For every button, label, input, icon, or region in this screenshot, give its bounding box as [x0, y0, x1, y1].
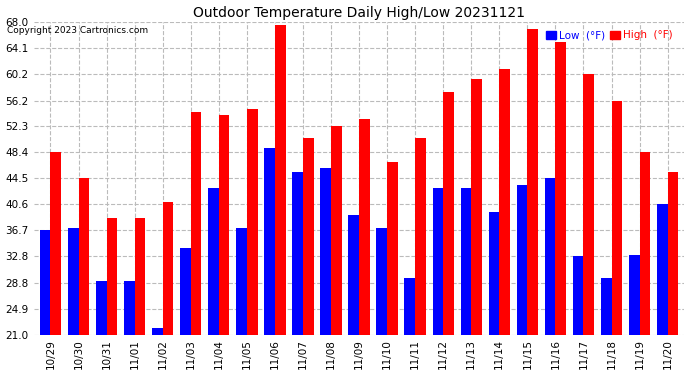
Bar — [433, 188, 443, 334]
Bar — [657, 204, 668, 334]
Bar — [640, 152, 650, 334]
Bar — [152, 328, 163, 334]
Bar — [500, 69, 510, 334]
Bar — [275, 26, 286, 334]
Bar — [489, 211, 500, 334]
Bar — [573, 256, 584, 334]
Bar — [629, 255, 640, 334]
Bar — [50, 152, 61, 334]
Bar — [387, 162, 397, 334]
Bar — [320, 168, 331, 334]
Bar — [415, 138, 426, 334]
Text: Copyright 2023 Cartronics.com: Copyright 2023 Cartronics.com — [7, 26, 148, 35]
Bar — [331, 126, 342, 334]
Bar — [135, 218, 146, 334]
Bar — [517, 185, 527, 334]
Bar — [79, 178, 89, 334]
Legend: Low  (°F), High  (°F): Low (°F), High (°F) — [546, 30, 673, 40]
Bar — [236, 228, 247, 334]
Bar — [264, 148, 275, 334]
Bar — [443, 92, 454, 334]
Bar — [601, 278, 611, 334]
Bar — [190, 112, 201, 334]
Bar — [106, 218, 117, 334]
Bar — [377, 228, 387, 334]
Bar — [527, 29, 538, 334]
Bar — [163, 202, 173, 334]
Bar — [461, 188, 471, 334]
Bar — [68, 228, 79, 334]
Bar — [293, 172, 303, 334]
Bar — [40, 230, 50, 334]
Bar — [96, 281, 106, 334]
Bar — [219, 115, 230, 334]
Bar — [348, 215, 359, 334]
Bar — [668, 172, 678, 334]
Bar — [180, 248, 190, 334]
Bar — [584, 74, 594, 334]
Title: Outdoor Temperature Daily High/Low 20231121: Outdoor Temperature Daily High/Low 20231… — [193, 6, 525, 20]
Bar — [247, 108, 257, 334]
Bar — [555, 42, 566, 334]
Bar — [303, 138, 314, 334]
Bar — [359, 118, 370, 334]
Bar — [471, 79, 482, 334]
Bar — [124, 281, 135, 334]
Bar — [544, 178, 555, 334]
Bar — [208, 188, 219, 334]
Bar — [404, 278, 415, 334]
Bar — [611, 100, 622, 334]
